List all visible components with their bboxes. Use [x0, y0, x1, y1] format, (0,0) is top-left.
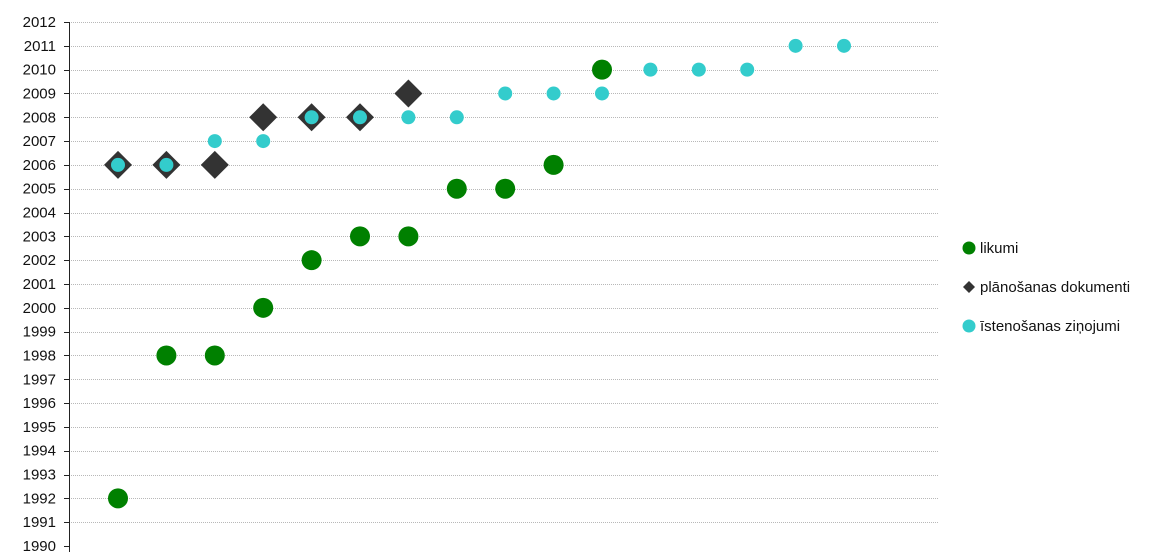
y-tick-label: 1990: [23, 538, 56, 552]
data-point: [111, 157, 125, 172]
y-tick-label: 1995: [23, 419, 56, 436]
series-1: [108, 59, 612, 509]
data-point: [643, 62, 658, 77]
data-point: [446, 178, 467, 199]
data-point: [253, 297, 274, 318]
data-series: [104, 38, 851, 509]
data-point: [256, 134, 271, 149]
data-point: [249, 103, 278, 132]
data-point: [398, 226, 419, 247]
data-point: [498, 86, 513, 101]
y-tick-label: 1993: [23, 467, 56, 484]
y-tick-label: 2010: [23, 62, 56, 79]
y-tick-label: 2004: [23, 205, 56, 222]
data-point: [449, 110, 464, 125]
data-point: [350, 226, 370, 247]
y-tick-label: 2007: [23, 133, 56, 150]
data-point: [788, 38, 803, 53]
y-tick-label: 1991: [23, 514, 56, 531]
data-point: [543, 154, 564, 175]
series-3: [111, 38, 851, 172]
y-tick-label: 1996: [23, 395, 56, 412]
legend-label: plānošanas dokumenti: [980, 279, 1130, 296]
y-tick-label: 2002: [23, 252, 56, 269]
data-point: [401, 110, 416, 125]
data-point: [691, 62, 706, 77]
legend-item: īstenošanas ziņojumi: [962, 318, 1120, 335]
y-tick-label: 1999: [23, 324, 56, 341]
data-point: [301, 250, 322, 271]
data-point: [546, 86, 561, 101]
data-point: [495, 178, 516, 199]
y-tick-label: 2001: [23, 276, 56, 293]
data-point: [159, 157, 174, 172]
gridlines: [69, 22, 939, 523]
legend-label: īstenošanas ziņojumi: [980, 318, 1120, 335]
y-tick-label: 1992: [23, 490, 56, 507]
y-tick-label: 1994: [23, 443, 56, 460]
data-point: [156, 345, 177, 366]
y-tick-label: 2012: [23, 14, 56, 31]
y-tick-label: 2005: [23, 181, 56, 198]
y-tick-label: 1997: [23, 371, 56, 388]
data-point: [108, 488, 128, 509]
legend-marker: [962, 319, 976, 333]
data-point: [353, 110, 367, 125]
y-tick-label: 2008: [23, 109, 56, 126]
legend-item: plānošanas dokumenti: [963, 279, 1130, 296]
legend-item: likumi: [962, 240, 1018, 257]
legend-marker: [962, 241, 976, 255]
data-point: [207, 134, 222, 149]
y-tick-label: 2000: [23, 300, 56, 317]
data-point: [204, 345, 225, 366]
legend: likumi plānošanas dokumenti īstenošanas zi…: [962, 240, 1130, 335]
data-point: [740, 62, 755, 77]
data-point: [304, 110, 319, 125]
y-axis: 1990 1991 1992 1993 1994 1995 1996 1997 1998 1999…: [23, 14, 70, 552]
data-point: [394, 79, 423, 108]
y-tick-label: 2006: [23, 157, 56, 174]
data-point: [200, 150, 229, 179]
y-tick-label: 1998: [23, 347, 56, 364]
data-point: [595, 86, 609, 101]
data-point: [837, 38, 851, 53]
data-point: [592, 59, 612, 80]
y-tick-label: 2011: [24, 38, 56, 55]
legend-label: likumi: [980, 240, 1018, 257]
y-tick-label: 2009: [23, 85, 56, 102]
y-tick-label: 2003: [23, 228, 56, 245]
series-2: [104, 79, 423, 179]
legend-marker: [963, 281, 975, 293]
